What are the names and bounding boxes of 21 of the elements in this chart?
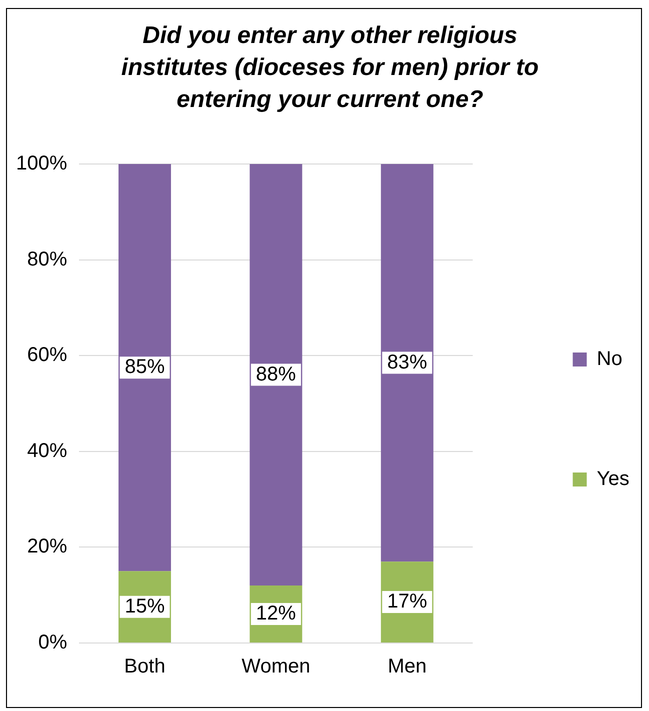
x-tick-label: Both <box>124 656 166 678</box>
text: 12% <box>256 602 296 625</box>
bar <box>118 164 171 572</box>
y-tick-label: 100% <box>16 152 68 175</box>
text: 15% <box>124 595 165 618</box>
y-tick-label: 0% <box>38 632 68 654</box>
text: 88% <box>256 363 296 386</box>
y-tick-label: 20% <box>27 536 68 558</box>
text: 83% <box>387 351 428 374</box>
chart-title: Did you enter any other religious institutes (dioceses for men) prior to entering your current one? <box>120 21 540 115</box>
bar <box>250 164 302 586</box>
legend-label: Yes <box>596 468 630 490</box>
text: 17% <box>387 590 428 613</box>
bar <box>380 164 434 562</box>
legend-label: No <box>596 348 622 370</box>
y-tick-label: 40% <box>27 440 68 462</box>
text: 85% <box>124 356 165 378</box>
y-tick-label: 80% <box>27 248 68 270</box>
x-tick-label: Women <box>242 656 310 678</box>
y-tick-label: 60% <box>27 344 68 366</box>
x-tick-label: Men <box>388 656 427 678</box>
